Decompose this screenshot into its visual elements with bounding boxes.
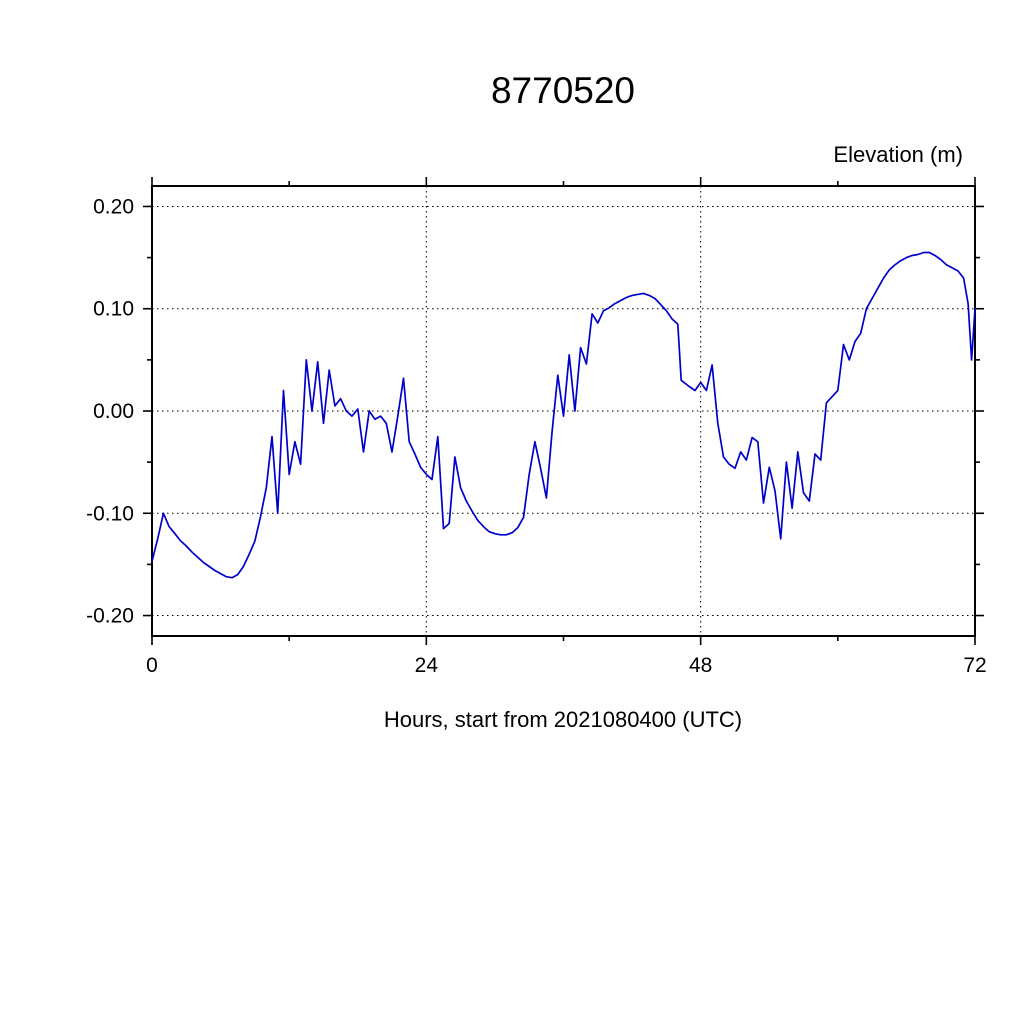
- x-tick-label: 72: [963, 654, 986, 677]
- x-tick-label: 48: [689, 654, 712, 677]
- y-tick-label: -0.20: [86, 605, 134, 628]
- y-tick-label: 0.20: [93, 195, 134, 218]
- x-tick-label: 0: [146, 654, 158, 677]
- y-tick-label: 0.00: [93, 400, 134, 423]
- y-tick-label: -0.10: [86, 502, 134, 525]
- x-tick-label: 24: [415, 654, 439, 677]
- elevation-series-line: [151, 251, 976, 579]
- plot-area: -0.20 -0.10 0.00 0.10 0.20 0 24 48 72: [86, 177, 987, 677]
- y-tick-label: 0.10: [93, 298, 134, 321]
- x-axis-label: Hours, start from 2021080400 (UTC): [384, 707, 742, 732]
- chart-title: 8770520: [491, 70, 635, 111]
- y-axis-unit-label: Elevation (m): [833, 142, 963, 167]
